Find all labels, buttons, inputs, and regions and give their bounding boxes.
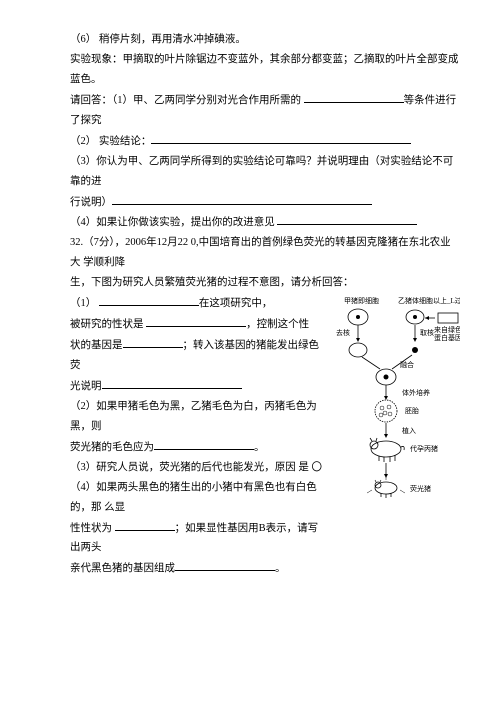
blank-s1b[interactable]: [146, 314, 246, 327]
egg-nucleus-icon: [356, 315, 360, 319]
s4c: 亲代黑色猪的基因组成 。: [70, 558, 325, 579]
diagram-svg: 甲猪即细胞 乙猪体细胞以上_L过初速 来自绿色荧光 蛋白基因 去核 取核: [330, 295, 460, 505]
blank-s1c[interactable]: [123, 335, 183, 348]
surrogate-pig-icon: [370, 438, 404, 462]
gene-box-icon: [438, 313, 458, 323]
phenomenon: 实验现象：甲摘取的叶片除锯边不变蓝外，其余部分都变蓝；乙摘取的叶片全部变成蓝色。: [70, 50, 460, 90]
q2-prefix: （2） 实验结论：: [70, 136, 151, 147]
extracted-nucleus-icon: [412, 347, 418, 353]
s1b-suffix: ，控制这个性: [246, 319, 309, 330]
q1-prefix: 请回答：（1）甲、乙两同学分别对光合作用所需的: [70, 95, 304, 106]
step-6: （6） 稍停片刻，再用清水冲掉碘液。: [70, 30, 460, 50]
s4c-prefix: 亲代黑色猪的基因组成: [70, 563, 175, 574]
blank-q2[interactable]: [151, 131, 411, 144]
q1: 请回答：（1）甲、乙两同学分别对光合作用所需的 等条件进行了探究: [70, 90, 460, 131]
q3: （3）你认为甲、乙两同学所得到的实验结论可靠吗？并说明理由（对实验结论不可靠的进: [70, 152, 460, 192]
label-jellyfish-b: 蛋白基因: [434, 333, 460, 342]
s2b: 荧光猪的毛色应为 。: [70, 437, 325, 458]
s4b-prefix: 性性状为: [70, 523, 115, 534]
q4-prefix: （4）如果让你做该实验，提出你的改进意见: [70, 217, 277, 228]
s3: （3）研究人员说，荧光猪的后代也能发光，原因 是 〇: [70, 458, 325, 478]
label-surrogate: 代孕丙猪: [410, 444, 438, 453]
s2: （2）如果甲猪毛色为黑，乙猪毛色为白，丙猪毛色为黑，则: [70, 397, 325, 437]
cloning-diagram: 甲猪即细胞 乙猪体细胞以上_L过初速 来自绿色荧光 蛋白基因 去核 取核: [330, 295, 460, 505]
blank-q1[interactable]: [304, 90, 404, 103]
label-culture: 体外培养: [402, 388, 430, 397]
blank-s2b[interactable]: [154, 437, 254, 450]
blank-s1a[interactable]: [99, 293, 199, 306]
label-jellyfish-a: 来自绿色荧光: [434, 325, 460, 334]
somatic-nucleus-icon: [413, 315, 417, 319]
s32a: 32.（7分），2006年12月22 0,中国培育出的首例绿色荧光的转基因克隆猪…: [70, 233, 460, 273]
blank-s1d[interactable]: [102, 376, 242, 389]
question-text-col: （1） 在这项研究中， 被研究的性状是 ，控制这个性 状的基因是；转入该基因的猪…: [70, 293, 325, 579]
s4c-suffix: 。: [275, 563, 286, 574]
label-top-left: 甲猪即细胞: [344, 296, 379, 305]
s2b-suffix: 。: [254, 442, 265, 453]
s1-mid: 在这项研究中，: [199, 298, 273, 309]
blank-s4c[interactable]: [175, 558, 275, 571]
q4: （4）如果让你做该实验，提出你的改进意见: [70, 212, 460, 233]
s1d-prefix: 光说明: [70, 381, 102, 392]
q2: （2） 实验结论：: [70, 131, 460, 152]
s2b-prefix: 荧光猪的毛色应为: [70, 442, 154, 453]
s1c: 状的基因是；转入该基因的猪能发出绿色荧: [70, 335, 325, 376]
exam-page: （6） 稍停片刻，再用清水冲掉碘液。 实验现象：甲摘取的叶片除锯边不变蓝外，其余…: [0, 0, 500, 609]
glow-pig-icon: [367, 476, 405, 498]
label-extract: 取核: [420, 328, 434, 337]
blank-s4b[interactable]: [115, 518, 175, 531]
blank-q3[interactable]: [112, 192, 372, 205]
blank-q4[interactable]: [277, 212, 417, 225]
s32b: 生，下图为研究人员繁殖荧光猪的过程不意图，请分析回答：: [70, 273, 460, 293]
s1-prefix: （1）: [70, 298, 99, 309]
label-top-right: 乙猪体细胞以上_L过初速: [398, 296, 460, 305]
enucleated-egg-icon: [349, 343, 367, 357]
label-implant: 植入: [402, 426, 416, 435]
s1: （1） 在这项研究中，: [70, 293, 325, 314]
s1b: 被研究的性状是 ，控制这个性: [70, 314, 325, 335]
label-fusion: 融合: [400, 360, 414, 369]
s1c-prefix: 状的基因是: [70, 340, 123, 351]
s1d: 光说明: [70, 376, 325, 397]
label-embryo: 胚胎: [405, 406, 419, 415]
label-glow-pig: 荧光猪: [410, 484, 431, 493]
label-denuc: 去核: [336, 328, 350, 337]
gene-arrow-head: [425, 316, 429, 320]
q3b-prefix: 行说明）: [70, 197, 112, 208]
s1b-prefix: 被研究的性状是: [70, 319, 146, 330]
s4b: 性性状为 ；如果显性基因用B表示，请写出两头: [70, 518, 325, 559]
q3b: 行说明）: [70, 192, 460, 213]
s4: （4）如果两头黑色的猪生出的小猪中有黑色也有白色的，那 么显: [70, 478, 325, 518]
